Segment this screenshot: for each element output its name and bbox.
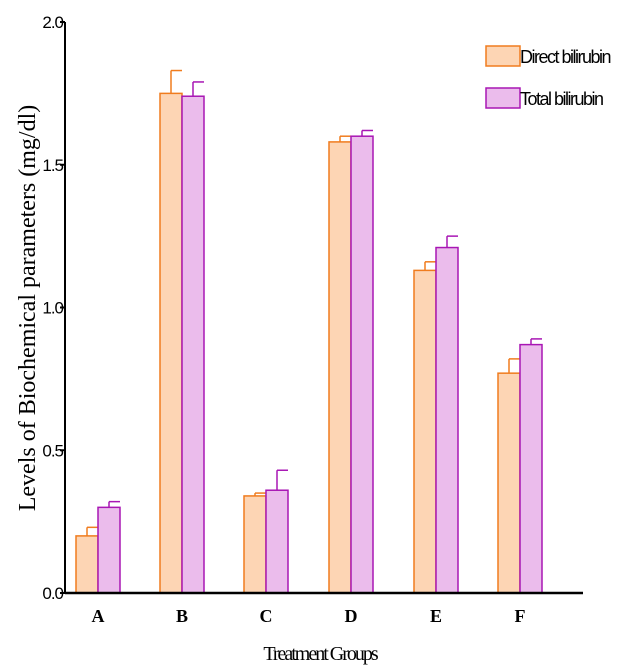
y-tick-label: 0.5 <box>42 441 63 460</box>
labels-layer: 0.0 0.5 1.0 1.5 2.0 A B C D E F Treatment Groups Lev… <box>15 13 526 665</box>
y-tick-label: 0.0 <box>42 584 63 603</box>
bar-total-F <box>519 343 543 594</box>
legend-label-direct: Direct bilirubin <box>520 47 611 67</box>
x-tick-label: C <box>260 606 273 626</box>
bar-total-A <box>97 506 121 594</box>
x-tick-label: E <box>430 606 442 626</box>
bars-layer <box>75 69 543 594</box>
axes-layer <box>60 21 583 595</box>
bar-direct-D <box>328 141 352 594</box>
legend-swatch-direct <box>485 45 521 67</box>
bar-direct-E <box>413 269 437 594</box>
legend-swatch-total <box>485 87 521 109</box>
bar-total-D <box>350 135 374 594</box>
bar-direct-F <box>497 372 521 594</box>
bar-total-C <box>265 489 289 594</box>
bar-total-E <box>435 246 459 594</box>
y-tick-label: 2.0 <box>42 13 63 32</box>
x-tick-label: A <box>92 606 105 626</box>
y-axis-title: Levels of Biochemical parameters (mg/dl) <box>15 105 41 512</box>
bar-direct-A <box>75 535 99 594</box>
bar-total-B <box>181 95 205 594</box>
x-tick-label: B <box>176 606 188 626</box>
legend-label-total: Total bilirubin <box>520 89 603 109</box>
bar-direct-C <box>243 495 267 594</box>
x-axis-title: Treatment Groups <box>263 643 379 665</box>
x-tick-label: D <box>345 606 358 626</box>
y-tick-label: 1.0 <box>42 299 63 318</box>
y-tick-label: 1.5 <box>42 156 63 175</box>
x-tick-label: F <box>515 606 526 626</box>
legend: Direct bilirubin Total bilirubin <box>485 45 612 109</box>
bar-direct-B <box>159 92 183 594</box>
